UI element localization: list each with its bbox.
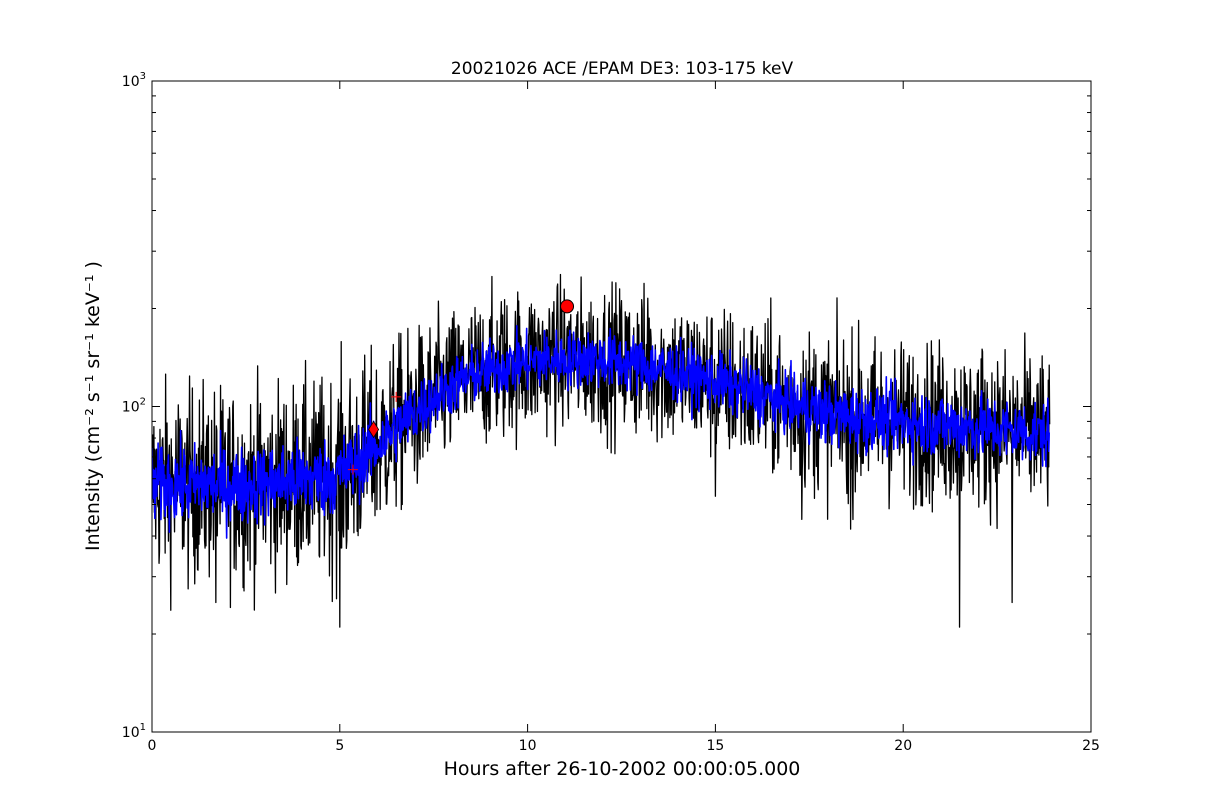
plus-1-marker	[347, 464, 358, 475]
x-tick-label: 20	[894, 738, 912, 754]
x-tick-label: 25	[1082, 738, 1100, 754]
x-tick-label: 10	[519, 738, 537, 754]
y-axis-label: Intensity (cm⁻² s⁻¹ sr⁻¹ keV⁻¹ )	[82, 261, 104, 551]
x-tick-label: 15	[706, 738, 724, 754]
peak-marker	[560, 299, 575, 314]
y-tick-label: 102	[122, 397, 146, 416]
chart-title: 20021026 ACE /EPAM DE3: 103-175 keV	[451, 59, 794, 79]
raw-intensity-series-line	[152, 273, 1051, 628]
plus-2-marker	[391, 391, 402, 402]
x-tick-label: 0	[148, 738, 157, 754]
x-axis-label: Hours after 26-10-2002 00:00:05.000	[444, 758, 801, 780]
smoothed-intensity-series-line	[152, 325, 1051, 539]
y-tick-label: 103	[122, 71, 146, 90]
x-tick-label: 5	[335, 738, 344, 754]
onset-marker	[368, 420, 380, 439]
y-tick-label: 101	[122, 722, 146, 741]
